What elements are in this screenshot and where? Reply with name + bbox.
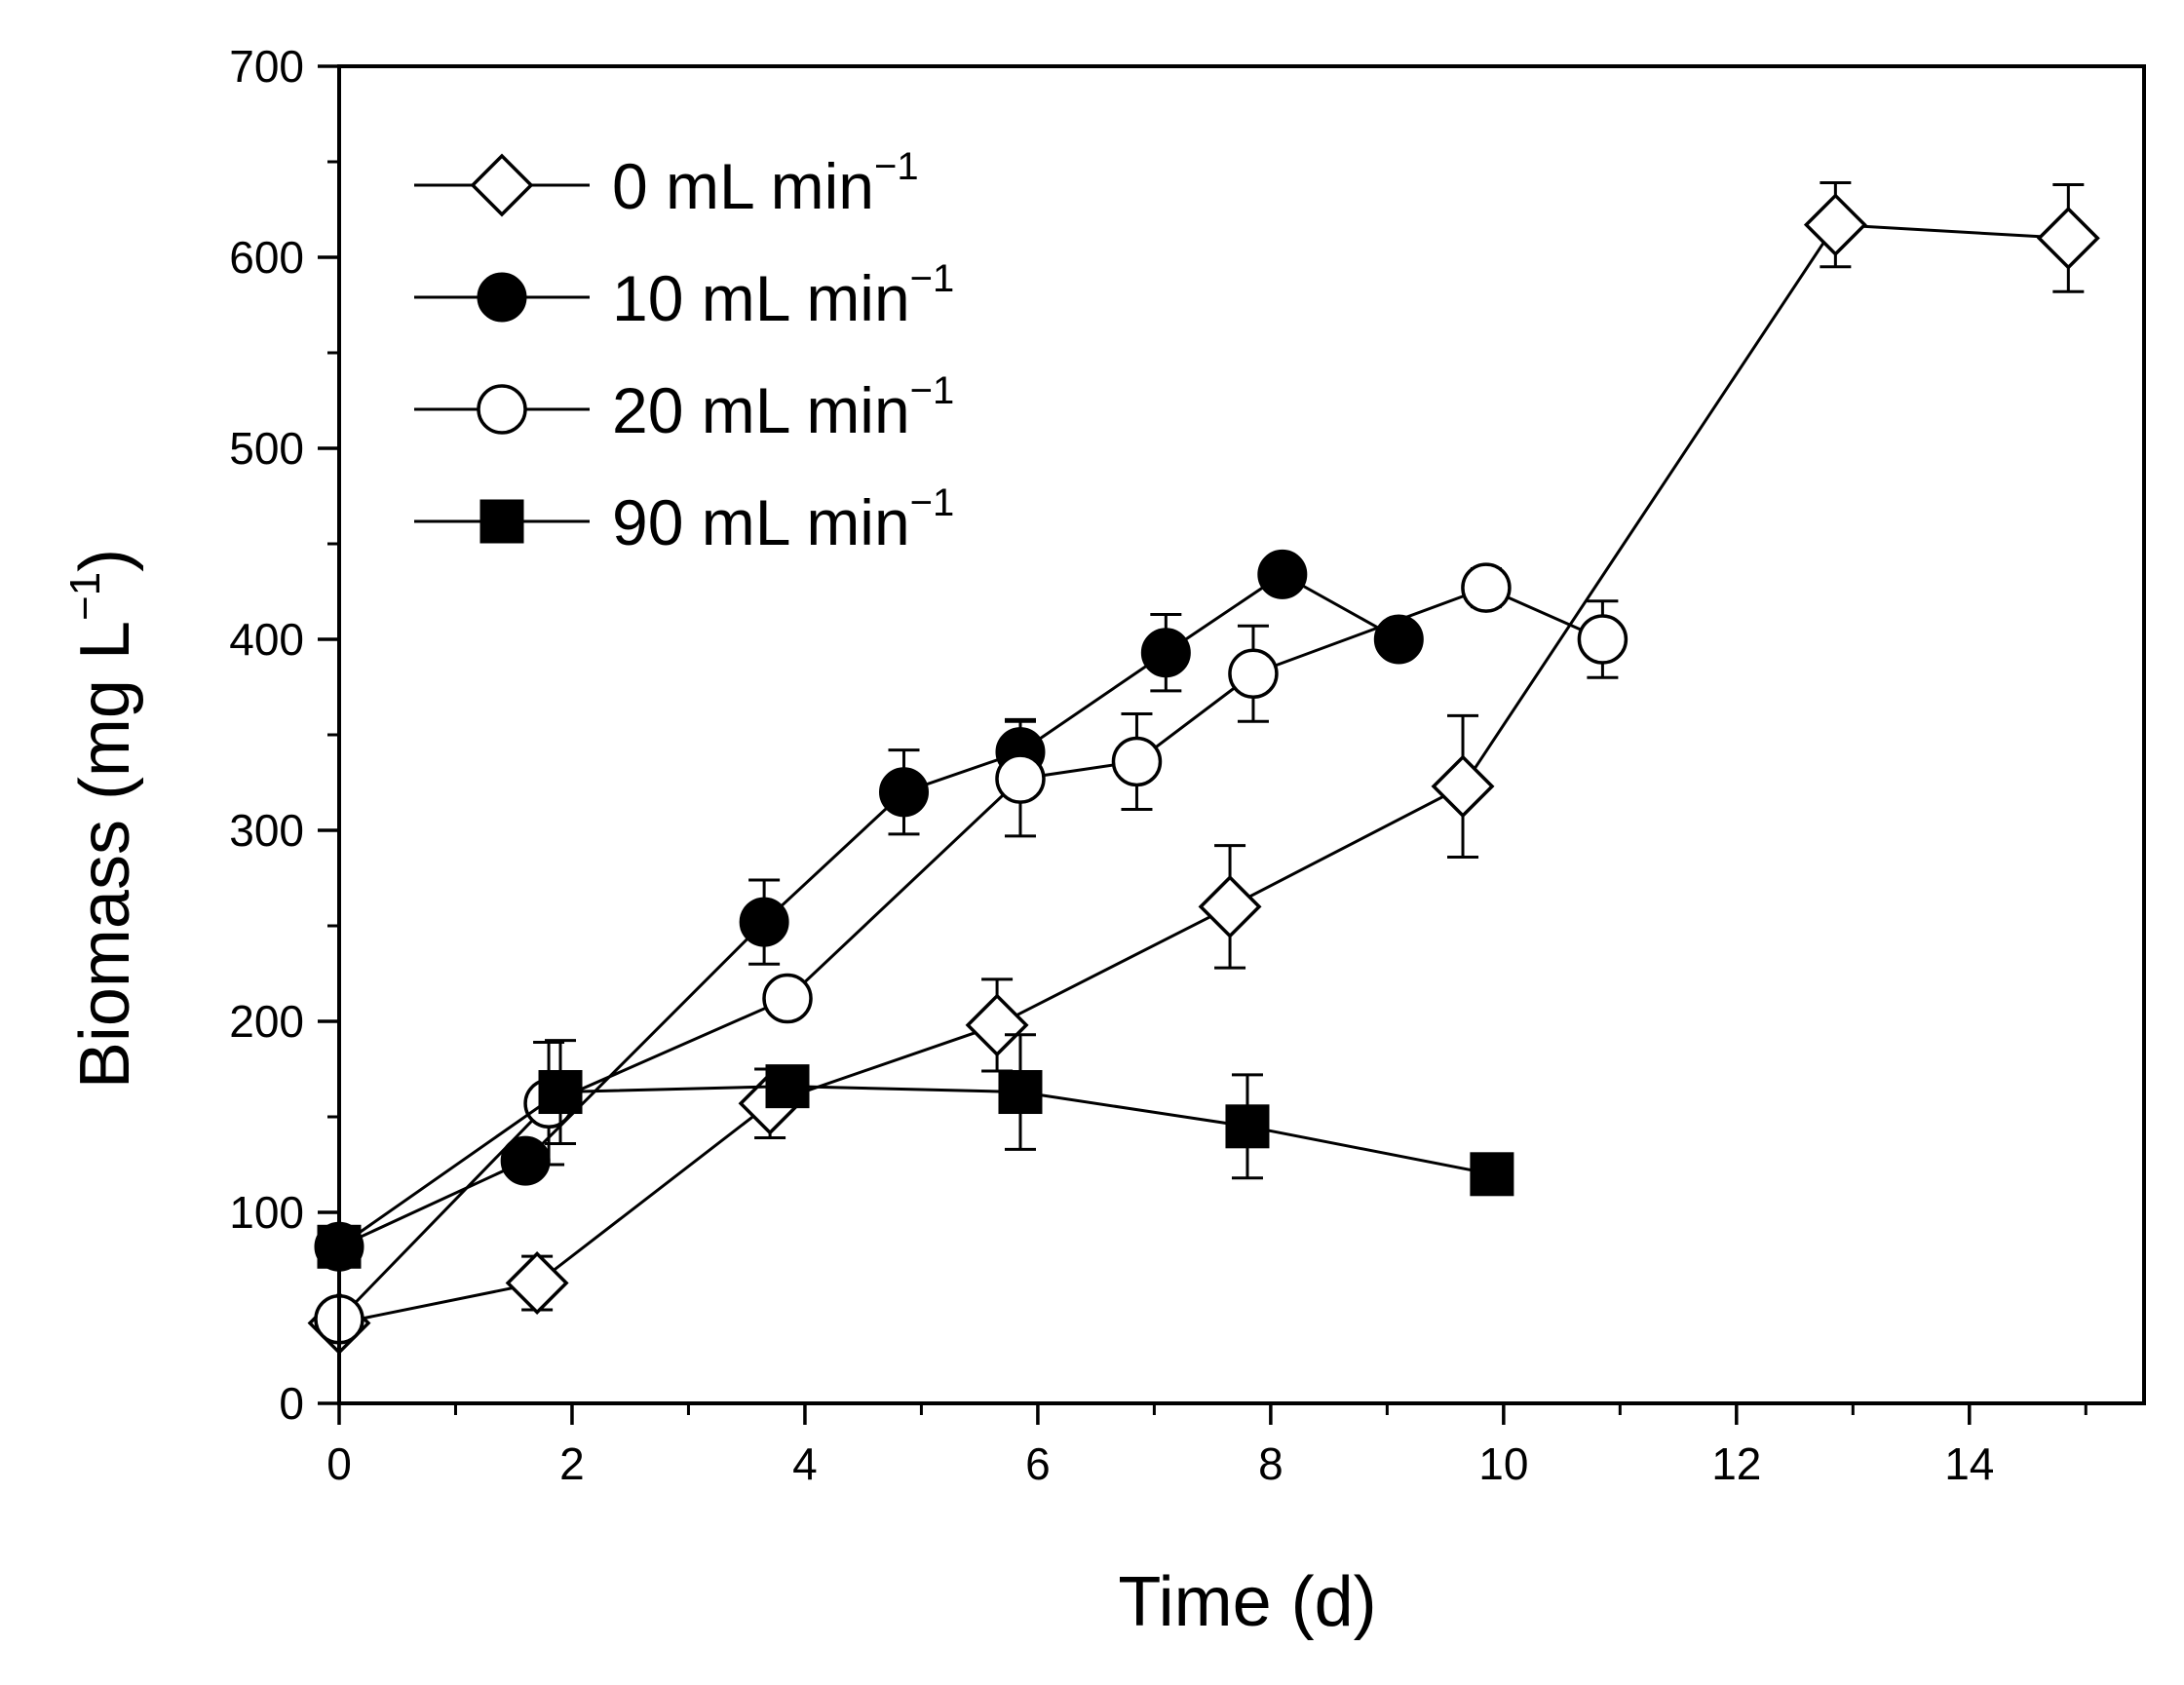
data-point — [1198, 874, 1262, 938]
data-point — [1225, 1104, 1270, 1149]
legend-item: 0 mL min−1 — [414, 145, 919, 222]
x-tick-label: 12 — [1711, 1438, 1761, 1489]
legend-label: 10 mL min−1 — [612, 257, 954, 334]
y-axis-title-main: Biomass (mg L — [66, 621, 144, 1089]
x-tick-label: 8 — [1258, 1438, 1284, 1489]
series-line — [338, 1085, 1493, 1248]
legend-label-sup: −1 — [910, 481, 955, 524]
x-tick-label: 14 — [1944, 1438, 1994, 1489]
y-tick-label: 500 — [229, 423, 304, 474]
data-point — [765, 1064, 810, 1109]
data-point — [878, 767, 929, 818]
legend-label: 90 mL min−1 — [612, 481, 954, 558]
x-tick-label: 2 — [559, 1438, 585, 1489]
y-tick-label: 300 — [229, 805, 304, 856]
legend-marker — [477, 272, 527, 323]
data-point — [998, 1070, 1043, 1115]
legend-label: 0 mL min−1 — [612, 145, 919, 222]
legend-label-main: 90 mL min — [612, 486, 910, 558]
data-point — [1803, 193, 1867, 257]
data-point — [739, 897, 789, 947]
data-point — [505, 1251, 569, 1315]
data-point — [995, 753, 1046, 804]
x-tick-label: 4 — [792, 1438, 818, 1489]
data-point — [1461, 562, 1512, 613]
legend-marker — [479, 499, 524, 544]
legend-label: 20 mL min−1 — [612, 369, 954, 446]
data-point — [2036, 206, 2100, 270]
data-point — [1577, 614, 1628, 665]
data-point — [965, 993, 1029, 1057]
data-point — [1140, 628, 1191, 678]
data-point — [1431, 754, 1495, 819]
series-line — [338, 223, 2069, 1325]
legend-marker — [477, 384, 527, 435]
y-tick-label: 100 — [229, 1187, 304, 1238]
x-tick-label: 0 — [326, 1438, 352, 1489]
data-point — [1470, 1152, 1514, 1197]
series-line — [337, 586, 1604, 1321]
y-axis-title-close: ) — [66, 549, 144, 572]
legend-marker — [470, 153, 534, 217]
legend-item: 20 mL min−1 — [414, 369, 954, 446]
legend-label-main: 20 mL min — [612, 374, 910, 446]
y-axis-title-sup: −1 — [61, 572, 109, 621]
data-point — [538, 1070, 583, 1115]
data-point — [1228, 648, 1279, 700]
legend-label-sup: −1 — [910, 257, 955, 300]
x-tick-label: 6 — [1025, 1438, 1051, 1489]
plot-frame — [337, 64, 2146, 1405]
data-point — [1111, 736, 1163, 787]
legend-label-main: 0 mL min — [612, 150, 874, 222]
y-tick-label: 700 — [229, 41, 304, 92]
legend: 0 mL min−110 mL min−120 mL min−190 mL mi… — [414, 145, 954, 558]
legend-label-sup: −1 — [874, 145, 919, 188]
x-axis-title: Time (d) — [1118, 1563, 1376, 1641]
y-tick-label: 200 — [229, 996, 304, 1047]
legend-label-sup: −1 — [910, 369, 955, 412]
data-point — [1257, 549, 1308, 599]
legend-item: 10 mL min−1 — [414, 257, 954, 334]
data-point — [762, 973, 813, 1024]
y-tick-label: 0 — [279, 1378, 304, 1429]
x-tick-label: 10 — [1478, 1438, 1528, 1489]
axis-ticks: 0 2 4 6 8 10 12 14 0 100 200 300 400 500 600 700 — [229, 41, 2088, 1489]
legend-label-main: 10 mL min — [612, 262, 910, 334]
data-point — [1373, 614, 1424, 665]
y-axis-title: Biomass (mg L−1) — [61, 549, 144, 1089]
y-tick-label: 400 — [229, 614, 304, 665]
legend-item: 90 mL min−1 — [414, 481, 954, 558]
y-tick-label: 600 — [229, 232, 304, 283]
